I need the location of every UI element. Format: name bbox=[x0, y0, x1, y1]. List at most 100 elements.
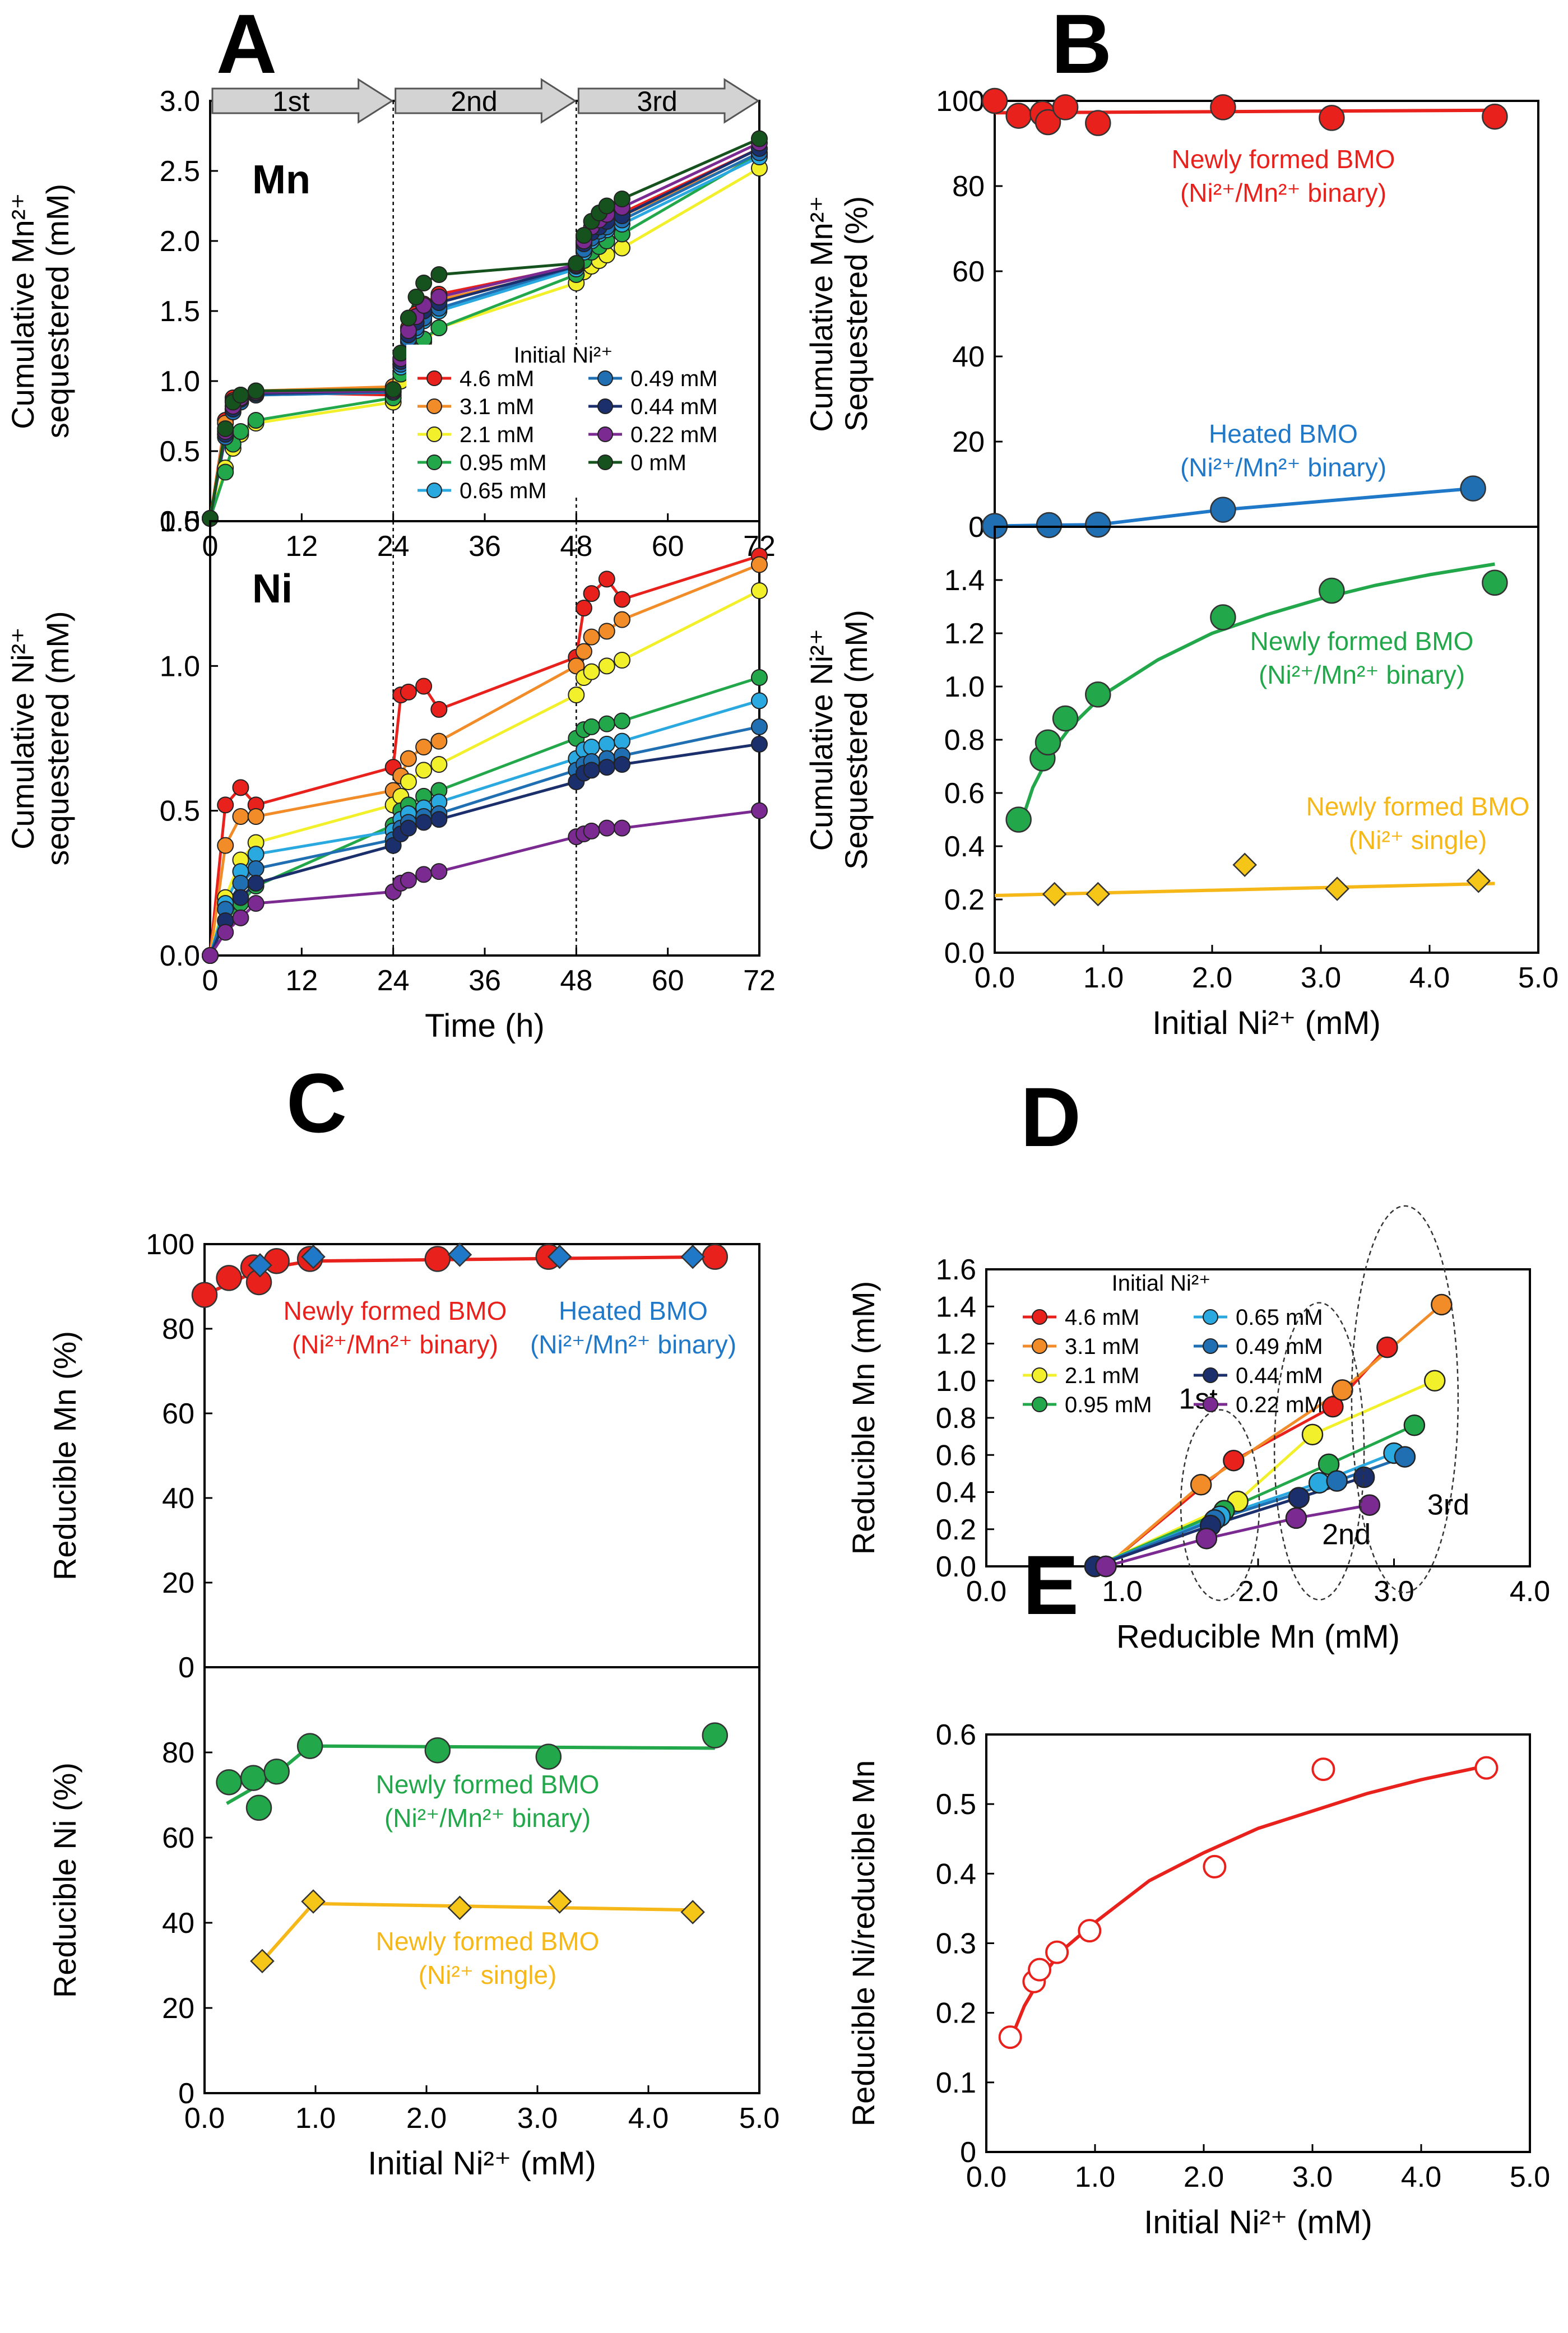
data-point bbox=[614, 756, 630, 773]
panel-label-d: D bbox=[1020, 1070, 1081, 1164]
x-tick-label: 5.0 bbox=[1510, 2161, 1550, 2193]
data-point bbox=[191, 1282, 218, 1308]
series-line bbox=[1094, 1424, 1415, 1568]
stage-group-label: 3rd bbox=[1427, 1488, 1469, 1521]
data-point bbox=[568, 687, 585, 703]
data-point bbox=[1095, 1555, 1117, 1578]
data-point bbox=[583, 739, 600, 755]
data-point bbox=[247, 412, 265, 429]
y-tick-label: 1.5 bbox=[160, 505, 200, 538]
legend-swatch-marker bbox=[426, 426, 442, 442]
legend-swatch-marker bbox=[1032, 1397, 1047, 1412]
data-point bbox=[1195, 1528, 1218, 1550]
legend-title: Initial Ni²⁺ bbox=[1112, 1271, 1211, 1296]
data-point bbox=[216, 1769, 242, 1796]
data-point bbox=[1034, 729, 1061, 755]
data-point bbox=[1085, 882, 1111, 907]
chart-panel-b-ni: 0.0 0.2 0.4 0.6 0.8 1.0 1.2 1.4 0.0 1.0 2.0 3.0 4.0 5… bbox=[804, 526, 1558, 1041]
data-point bbox=[702, 1722, 729, 1748]
x-tick-label: 3.0 bbox=[517, 2102, 558, 2135]
y-tick-label: 20 bbox=[162, 1567, 194, 1599]
y-tick-label: 0.6 bbox=[936, 1719, 976, 1751]
legend-swatch-marker bbox=[426, 370, 442, 386]
data-point bbox=[1460, 475, 1486, 502]
x-tick-label: 3.0 bbox=[1374, 1575, 1414, 1608]
stage-arrow bbox=[577, 78, 760, 124]
x-tick-label: 2.0 bbox=[406, 2102, 447, 2135]
data-point bbox=[1203, 1854, 1227, 1879]
data-point bbox=[415, 678, 433, 695]
y-tick-label: 0.4 bbox=[944, 831, 985, 863]
data-point bbox=[1232, 852, 1257, 878]
data-point bbox=[232, 423, 249, 440]
data-point bbox=[1466, 868, 1491, 893]
legend-label: 2.1 mM bbox=[460, 423, 534, 447]
subplot-title: Ni bbox=[252, 567, 293, 611]
legend-swatch-marker bbox=[597, 398, 613, 414]
legend-label: 3.1 mM bbox=[460, 395, 534, 419]
y-tick-label: 20 bbox=[952, 426, 985, 458]
data-point bbox=[1052, 94, 1079, 120]
data-point bbox=[583, 585, 600, 602]
legend-swatch-marker bbox=[1032, 1367, 1047, 1383]
y-tick-label: 60 bbox=[162, 1822, 194, 1854]
y-tick-label: 0.5 bbox=[160, 795, 200, 828]
data-point bbox=[568, 255, 585, 272]
annotation-label: (Ni²⁺/Mn²⁺ binary) bbox=[1180, 453, 1386, 482]
panel-label-a: A bbox=[216, 0, 277, 91]
legend-label: 2.1 mM bbox=[1065, 1363, 1139, 1388]
data-point bbox=[614, 712, 630, 730]
data-point bbox=[575, 643, 592, 660]
legend-label: 3.1 mM bbox=[1065, 1334, 1139, 1359]
data-point bbox=[400, 871, 417, 889]
data-point bbox=[1482, 103, 1508, 130]
data-point bbox=[598, 571, 615, 588]
data-point bbox=[247, 382, 265, 400]
legend-swatch-marker bbox=[1032, 1338, 1047, 1354]
annotation-label: (Ni²⁺/Mn²⁺ binary) bbox=[530, 1330, 736, 1359]
annotation-label: Heated BMO bbox=[1209, 419, 1358, 448]
data-point bbox=[430, 701, 448, 718]
data-point bbox=[384, 837, 402, 854]
legend-swatch-marker bbox=[426, 483, 442, 498]
x-tick-label: 2.0 bbox=[1238, 1575, 1278, 1608]
plot-frame bbox=[203, 1666, 760, 2094]
chart-panel-c-ni: 0 20 40 60 80 0.0 1.0 2.0 3.0 4.0 5.0 Reducible Ni … bbox=[47, 1666, 780, 2182]
data-point bbox=[301, 1244, 326, 1269]
data-point bbox=[430, 266, 448, 283]
x-tick-label: 4.0 bbox=[1409, 962, 1450, 994]
y-tick-label: 0.2 bbox=[936, 1514, 976, 1546]
x-tick-label: 2.0 bbox=[1184, 2161, 1224, 2193]
legend-label: 0.49 mM bbox=[630, 367, 718, 391]
data-point bbox=[247, 874, 265, 892]
data-point bbox=[1403, 1414, 1426, 1436]
data-point bbox=[400, 819, 417, 837]
data-point bbox=[217, 420, 234, 437]
x-tick-label: 72 bbox=[743, 964, 776, 997]
y-tick-label: 0.2 bbox=[944, 884, 985, 916]
y-tick-label: 3.0 bbox=[160, 85, 200, 118]
annotation-label: (Ni²⁺/Mn²⁺ binary) bbox=[1259, 660, 1465, 689]
data-point bbox=[568, 657, 585, 675]
y-axis-label: sequestered (mM) bbox=[40, 184, 75, 438]
y-axis-label: Reducible Ni/reducible Mn bbox=[846, 1760, 881, 2127]
x-tick-label: 4.0 bbox=[1401, 2161, 1441, 2193]
panel-label-b: B bbox=[1051, 0, 1112, 91]
y-tick-label: 0.8 bbox=[936, 1402, 976, 1435]
data-point bbox=[1322, 1395, 1344, 1418]
y-tick-label: 80 bbox=[162, 1313, 194, 1346]
data-point bbox=[614, 191, 630, 207]
data-point bbox=[583, 663, 600, 680]
data-point bbox=[680, 1244, 705, 1269]
data-point bbox=[400, 309, 417, 327]
data-point bbox=[583, 628, 600, 646]
x-tick-label: 2.0 bbox=[1192, 962, 1232, 994]
data-point bbox=[680, 1900, 705, 1924]
y-axis-label: Reducible Ni (%) bbox=[47, 1762, 82, 1998]
data-point bbox=[430, 811, 448, 828]
annotation-label: Newly formed BMO bbox=[284, 1296, 507, 1325]
data-point bbox=[598, 759, 615, 776]
stage-group-ellipse bbox=[1273, 1302, 1365, 1601]
series-line bbox=[1105, 1504, 1370, 1568]
